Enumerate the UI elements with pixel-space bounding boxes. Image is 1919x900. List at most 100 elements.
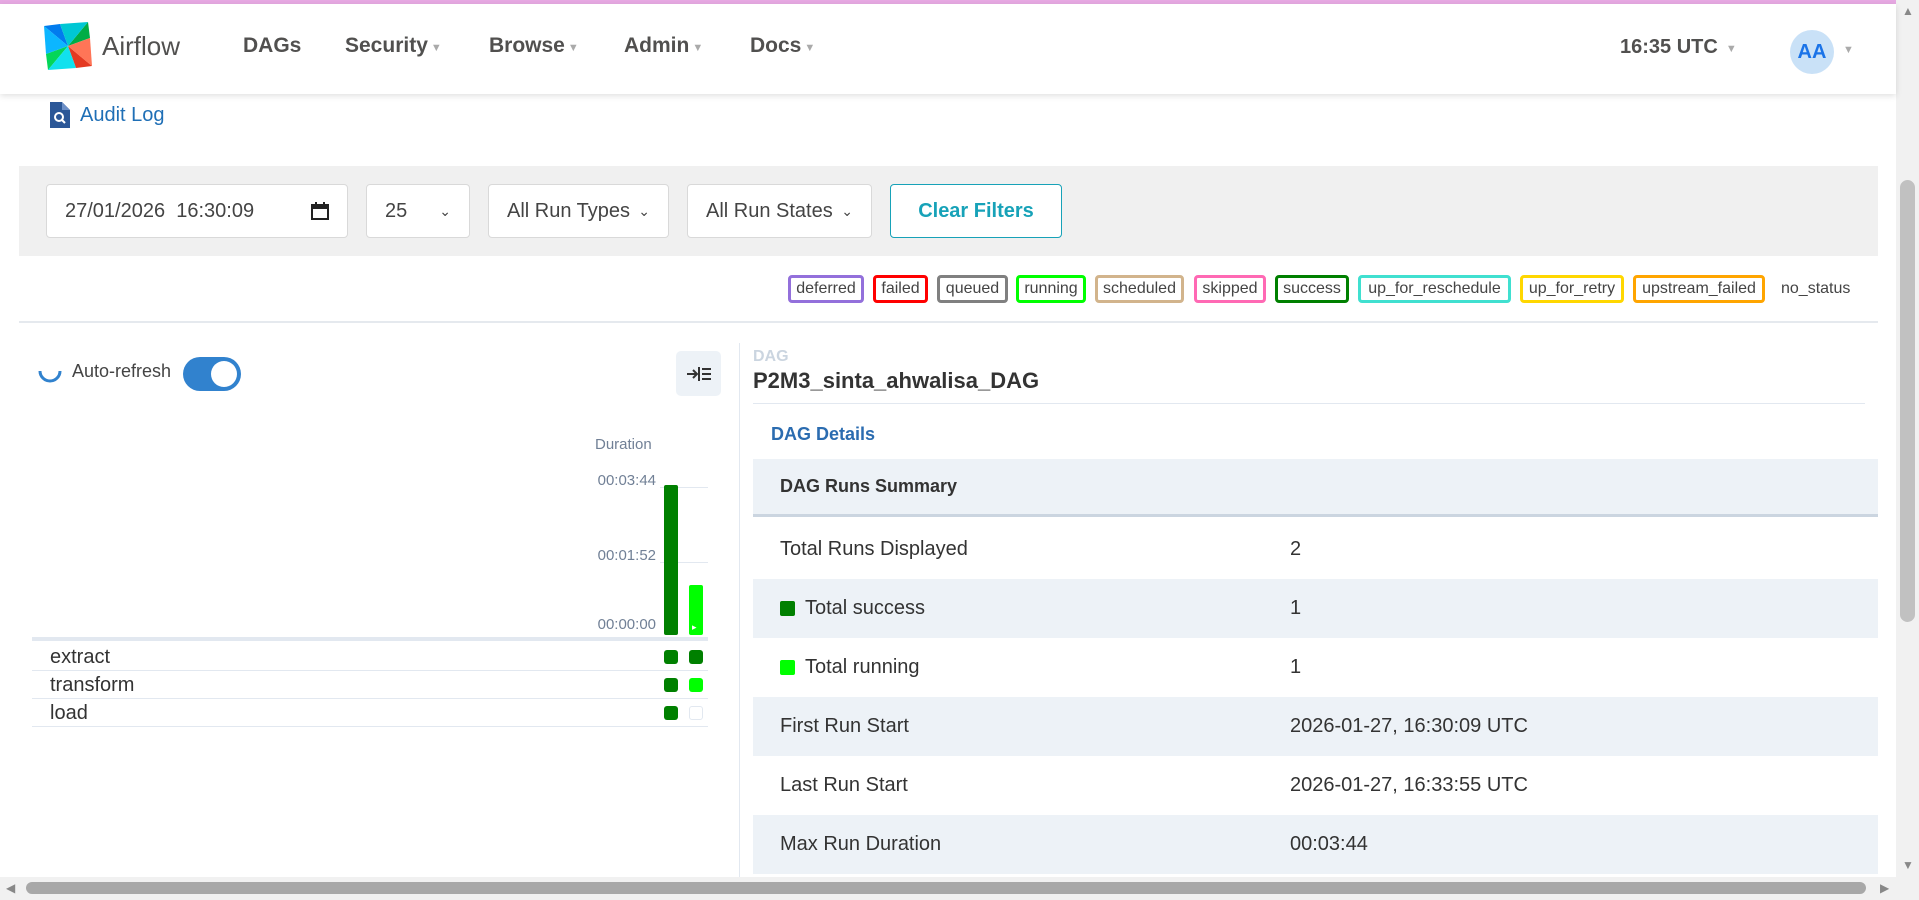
play-icon: ▸ xyxy=(692,622,697,632)
task-instance-success[interactable] xyxy=(664,650,678,664)
row-key-label: Total running xyxy=(805,656,920,678)
row-key-label: Last Run Start xyxy=(780,774,908,796)
section-divider xyxy=(19,321,1878,323)
success-swatch-icon xyxy=(780,601,795,616)
dag-id-title: P2M3_sinta_ahwalisa_DAG xyxy=(753,368,1040,393)
num-runs-select[interactable]: 25 ⌄ xyxy=(366,184,470,238)
caret-down-icon: ▼ xyxy=(430,41,442,54)
chevron-down-icon: ⌄ xyxy=(841,202,853,219)
auto-refresh-toggle[interactable] xyxy=(183,357,241,391)
legend-scheduled[interactable]: scheduled xyxy=(1095,275,1184,303)
scroll-right-arrow-icon[interactable]: ▶ xyxy=(1880,881,1890,895)
clock-label: 16:35 UTC xyxy=(1620,36,1718,58)
task-instance-success[interactable] xyxy=(689,650,703,664)
row-key: Last Run Start xyxy=(780,774,908,797)
legend-success[interactable]: success xyxy=(1275,275,1349,303)
row-value: 2026-01-27, 16:33:55 UTC xyxy=(1290,774,1528,796)
legend-no-status[interactable]: no_status xyxy=(1781,280,1851,297)
duration-tick: 00:00:00 xyxy=(597,616,656,633)
table-row: First Run Start 2026-01-27, 16:30:09 UTC xyxy=(753,697,1878,756)
task-name: load xyxy=(50,702,88,724)
task-instance-none[interactable] xyxy=(689,706,703,720)
panel-divider[interactable] xyxy=(739,343,740,878)
horizontal-scroll-thumb[interactable] xyxy=(26,882,1866,894)
task-row-extract[interactable]: extract xyxy=(32,643,708,671)
table-row: Max Run Duration 00:03:44 xyxy=(753,815,1878,874)
audit-log-link[interactable]: Audit Log xyxy=(48,102,165,128)
run-state-select[interactable]: All Run States ⌄ xyxy=(687,184,872,238)
row-key: Total running xyxy=(780,656,920,679)
row-key: Total Runs Displayed xyxy=(780,538,968,561)
legend-queued[interactable]: queued xyxy=(937,275,1008,303)
base-date-input[interactable]: 27/01/2026 16:30:09 xyxy=(46,184,348,238)
task-instance-success[interactable] xyxy=(664,706,678,720)
clear-filters-button[interactable]: Clear Filters xyxy=(890,184,1062,238)
audit-log-label: Audit Log xyxy=(80,103,165,126)
run-bar-success[interactable] xyxy=(664,485,678,635)
row-value: 1 xyxy=(1290,656,1302,678)
legend-deferred[interactable]: deferred xyxy=(788,275,864,303)
row-key-label: Total Runs Displayed xyxy=(780,538,968,560)
num-runs-value: 25 xyxy=(385,199,408,222)
caret-down-icon[interactable]: ▼ xyxy=(1843,44,1854,56)
table-header: DAG Runs Summary xyxy=(753,459,1878,517)
run-type-select[interactable]: All Run Types ⌄ xyxy=(488,184,669,238)
run-type-value: All Run Types xyxy=(507,199,631,222)
nav-admin-label: Admin xyxy=(624,34,690,57)
chevron-down-icon: ⌄ xyxy=(638,202,650,219)
task-instance-success[interactable] xyxy=(664,678,678,692)
legend-upstream-failed[interactable]: upstream_failed xyxy=(1633,275,1765,303)
base-date-value: 27/01/2026 16:30:09 xyxy=(65,199,255,222)
duration-tick: 00:03:44 xyxy=(597,472,656,489)
task-name: extract xyxy=(50,646,111,668)
nav-docs-label: Docs xyxy=(750,34,802,57)
legend-up-for-retry[interactable]: up_for_retry xyxy=(1520,275,1624,303)
row-key: Total success xyxy=(780,597,925,620)
table-row: Total Runs Displayed 2 xyxy=(753,520,1878,579)
calendar-icon[interactable] xyxy=(311,202,329,220)
row-key-label: First Run Start xyxy=(780,715,909,737)
nav-admin[interactable]: Admin ▼ xyxy=(624,34,703,58)
tab-dag-details[interactable]: DAG Details xyxy=(771,424,876,444)
nav-dags[interactable]: DAGs xyxy=(243,34,301,58)
table-row: Total success 1 xyxy=(753,579,1878,638)
run-bar-running[interactable]: ▸ xyxy=(689,585,703,635)
caret-down-icon: ▼ xyxy=(1725,43,1737,55)
task-instance-running[interactable] xyxy=(689,678,703,692)
row-key-label: Total success xyxy=(805,597,926,619)
spinner-icon xyxy=(38,370,62,383)
legend-failed[interactable]: failed xyxy=(873,275,928,303)
brand[interactable]: Airflow xyxy=(40,18,180,74)
task-row-transform[interactable]: transform xyxy=(32,671,708,699)
timezone-clock[interactable]: 16:35 UTC ▼ xyxy=(1620,36,1737,59)
dag-section-label: DAG xyxy=(753,348,789,365)
scroll-left-arrow-icon[interactable]: ◀ xyxy=(6,881,16,895)
task-row-load[interactable]: load xyxy=(32,699,708,727)
running-swatch-icon xyxy=(780,660,795,675)
vertical-scroll-thumb[interactable] xyxy=(1900,180,1915,622)
duration-axis-baseline xyxy=(32,637,708,641)
collapse-panel-icon xyxy=(686,366,711,381)
nav-docs[interactable]: Docs ▼ xyxy=(750,34,815,58)
collapse-details-button[interactable] xyxy=(676,351,721,396)
legend-running[interactable]: running xyxy=(1016,275,1086,303)
nav-browse[interactable]: Browse ▼ xyxy=(489,34,579,58)
row-value: 2 xyxy=(1290,538,1302,560)
scroll-up-arrow-icon[interactable]: ▲ xyxy=(1902,4,1914,18)
filter-bar: 27/01/2026 16:30:09 25 ⌄ All Run Types ⌄… xyxy=(19,166,1878,256)
nav-security[interactable]: Security ▼ xyxy=(345,34,442,58)
title-divider xyxy=(753,403,1865,404)
gridline xyxy=(660,487,708,488)
caret-down-icon: ▼ xyxy=(692,41,704,54)
auto-refresh-label: Auto-refresh xyxy=(72,360,172,381)
user-avatar[interactable]: AA xyxy=(1790,30,1834,74)
caret-down-icon: ▼ xyxy=(567,41,579,54)
file-search-icon xyxy=(50,102,70,128)
scroll-down-arrow-icon[interactable]: ▼ xyxy=(1902,858,1914,872)
toggle-knob xyxy=(211,361,237,387)
auto-refresh: Auto-refresh xyxy=(36,357,171,385)
nav-browse-label: Browse xyxy=(489,34,565,57)
legend-skipped[interactable]: skipped xyxy=(1194,275,1266,303)
gridline xyxy=(660,562,708,563)
legend-up-for-reschedule[interactable]: up_for_reschedule xyxy=(1358,275,1511,303)
